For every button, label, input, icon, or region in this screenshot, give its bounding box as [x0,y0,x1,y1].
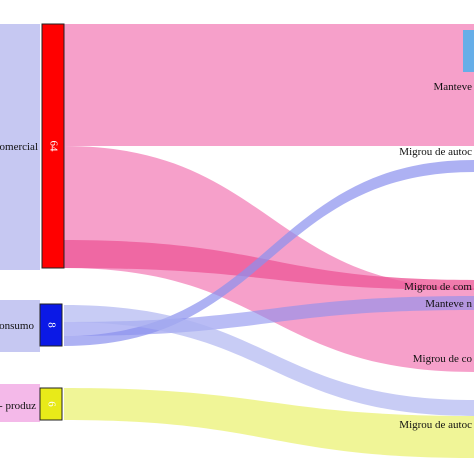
node-manteve [463,30,474,72]
node-comercial [41,23,65,269]
sankey-links [64,24,474,458]
left-band-consumo [0,300,40,352]
value-label-comercial: 64 [47,141,59,153]
link-comercial-manteve [64,24,474,146]
value-label-produz: 6 [45,401,57,407]
label-migrou-autoc-2: Migrou de autoc [399,419,472,431]
label-migrou-com-1: Migrou de com [404,281,472,293]
label-migrou-co-2: Migrou de co [413,353,473,365]
left-band-produz [0,384,40,422]
label-manteve-n: Manteve n [425,298,472,310]
label-manteve: Manteve [434,81,473,93]
node-produz [39,387,63,421]
left-band-comercial [0,24,40,270]
node-consumo [39,303,63,347]
link-produz-migrou-auto-2 [64,388,474,458]
label-comercial: omercial [0,141,38,153]
value-label-consumo: 8 [45,322,57,328]
link-consumo-migrou-auto-2 [64,305,474,416]
label-consumo: onsumo [0,320,34,332]
link-comercial-manteve-n [64,240,474,290]
link-consumo-migrou-auto [64,160,474,346]
label-migrou-autoc-1: Migrou de autoc [399,146,472,158]
label-produz: - produz [0,400,36,412]
